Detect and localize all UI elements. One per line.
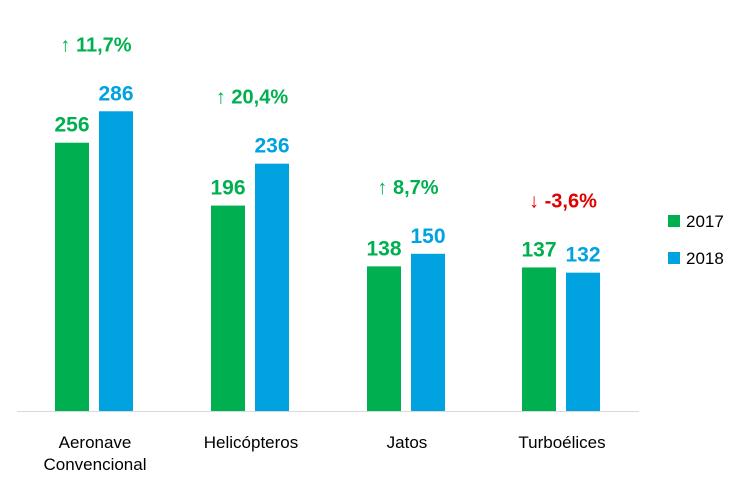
x-tick-labels-layer: Aeronave Convencional Helicópteros Jatos Tur… bbox=[43, 433, 605, 474]
data-labels-layer: 256 286 196 236 138 150 137 132 bbox=[54, 82, 600, 266]
bar-2018-1 bbox=[255, 163, 289, 411]
data-label-2018-3: 132 bbox=[565, 244, 600, 267]
data-label-2017-3: 137 bbox=[521, 238, 556, 261]
bar-2018-0 bbox=[99, 111, 133, 411]
change-annotation-0: ↑ 11,7% bbox=[60, 34, 131, 56]
data-label-2018-1: 236 bbox=[254, 135, 289, 158]
change-annotations-layer: ↑ 11,7% ↑ 20,4% ↑ 8,7% ↓ -3,6% bbox=[60, 34, 597, 212]
data-label-2018-2: 150 bbox=[410, 225, 445, 248]
change-annotation-3: ↓ -3,6% bbox=[529, 190, 597, 212]
legend-swatch-2017 bbox=[668, 215, 680, 227]
bar-2017-1 bbox=[211, 205, 245, 411]
bar-2017-3 bbox=[522, 267, 556, 411]
legend-swatch-2018 bbox=[668, 252, 680, 264]
bar-2017-2 bbox=[367, 266, 401, 411]
data-label-2018-0: 286 bbox=[98, 82, 133, 105]
change-annotation-1: ↑ 20,4% bbox=[216, 87, 288, 109]
x-tick-label-2-0: Jatos bbox=[387, 433, 428, 452]
legend-label-2018: 2018 bbox=[686, 249, 724, 268]
x-tick-label-3-0: Turboélices bbox=[518, 433, 605, 452]
data-label-2017-1: 196 bbox=[210, 177, 245, 200]
data-label-2017-2: 138 bbox=[366, 237, 401, 260]
legend-label-2017: 2017 bbox=[686, 212, 724, 231]
legend: 2017 2018 bbox=[668, 212, 724, 268]
bars-layer bbox=[55, 111, 600, 411]
x-tick-label-1-0: Helicópteros bbox=[204, 433, 299, 452]
bar-2018-3 bbox=[566, 272, 600, 411]
x-tick-label-0-0: Aeronave bbox=[59, 433, 132, 452]
bar-2017-0 bbox=[55, 142, 89, 411]
x-tick-label-0-1: Convencional bbox=[43, 455, 146, 474]
change-annotation-2: ↑ 8,7% bbox=[377, 177, 438, 199]
data-label-2017-0: 256 bbox=[54, 114, 89, 137]
bar-2018-2 bbox=[411, 253, 445, 411]
